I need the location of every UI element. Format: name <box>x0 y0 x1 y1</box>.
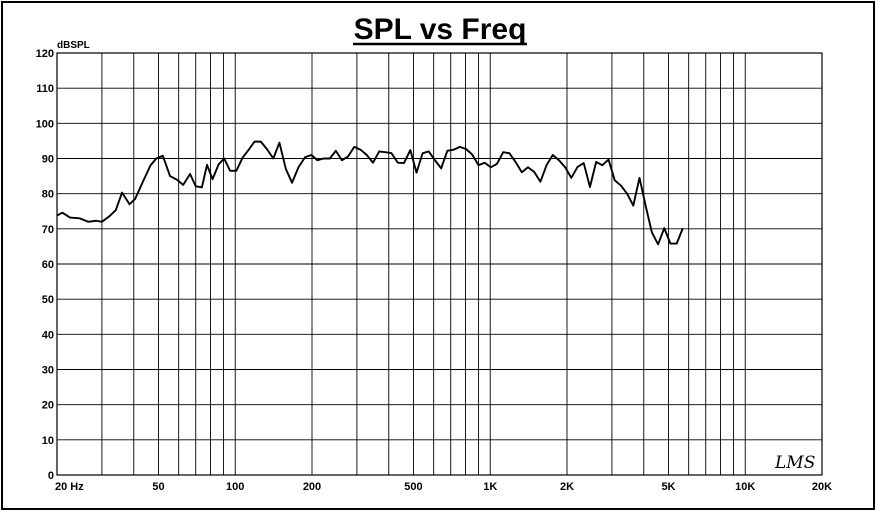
y-tick-label: 10 <box>42 435 54 447</box>
lms-logo: LMS <box>774 453 815 473</box>
spl-vs-freq-chart: SPL vs Freq dBSPL 0 10 20 30 40 50 60 70 80 90 100… <box>36 13 833 493</box>
chart-title: SPL vs Freq <box>354 13 527 46</box>
y-tick-label: 30 <box>42 365 54 377</box>
y-tick-label: 110 <box>36 83 54 95</box>
series-layer <box>56 140 684 246</box>
x-tick-label: 5K <box>661 481 675 493</box>
x-tick-label: 100 <box>226 481 244 493</box>
y-tick-label: 60 <box>42 259 54 271</box>
y-tick-label: 120 <box>36 48 54 60</box>
y-tick-label: 70 <box>42 224 54 236</box>
y-tick-label: 0 <box>48 470 54 482</box>
y-axis-label: dBSPL <box>57 40 90 51</box>
x-tick-label: 1K <box>483 481 497 493</box>
y-tick-label: 100 <box>36 118 54 130</box>
x-tick-label: 500 <box>404 481 422 493</box>
y-tick-label: 90 <box>42 154 54 166</box>
grid <box>57 53 822 475</box>
x-tick-label: 20 Hz <box>55 481 84 493</box>
y-tick-label: 50 <box>42 294 54 306</box>
spl-series-line <box>56 140 684 246</box>
plot-border <box>56 52 823 476</box>
y-tick-label: 20 <box>42 400 54 412</box>
x-tick-label: 20K <box>812 481 832 493</box>
x-tick-label: 10K <box>735 481 755 493</box>
y-tick-label: 40 <box>42 329 54 341</box>
x-tick-label: 2K <box>560 481 574 493</box>
x-tick-label: 50 <box>152 481 164 493</box>
y-tick-label: 80 <box>42 189 54 201</box>
y-axis-ticks: 0 10 20 30 40 50 60 70 80 90 100 110 120 <box>36 48 54 482</box>
x-tick-label: 200 <box>303 481 321 493</box>
x-axis-ticks: 20 Hz 50 100 200 500 1K 2K 5K 10K 20K <box>55 481 832 493</box>
